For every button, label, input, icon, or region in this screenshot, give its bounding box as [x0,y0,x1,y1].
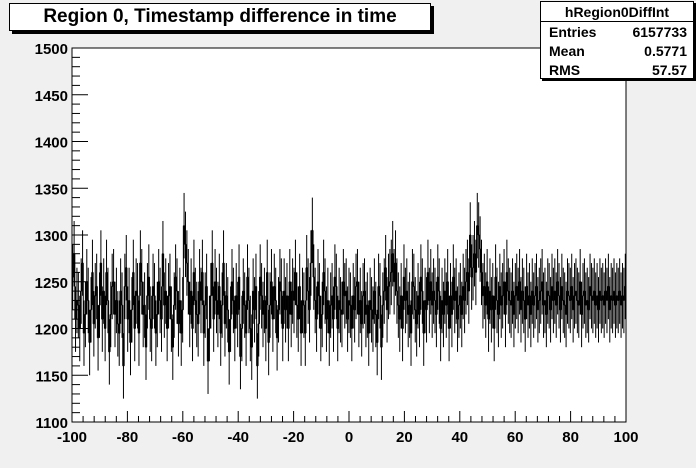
histogram-bins [72,192,626,399]
stats-histogram-name: hRegion0DiffInt [541,2,693,22]
histogram-bin [149,277,151,352]
x-axis-ticks: -100 -80 -60 -40 -20 0 20 40 60 80 100 [57,411,639,446]
histogram-title: Region 0, Timestamp difference in time [9,3,431,31]
x-tick-label: 60 [507,429,524,446]
y-tick-label: 1400 [35,135,68,152]
y-tick-label: 1450 [35,88,68,105]
histogram-bin [381,272,384,348]
x-tick-label: -60 [172,429,194,446]
stats-panel: hRegion0DiffInt Entries 6157733 Mean 0.5… [540,1,694,79]
histogram-bin [624,253,626,320]
x-tick-label: 40 [451,429,468,446]
stats-row-rms: RMS 57.57 [541,60,693,79]
x-tick-label: 80 [562,429,579,446]
y-tick-label: 1500 [35,41,68,58]
x-tick-label: -20 [283,429,305,446]
y-tick-label: 1350 [35,181,68,198]
y-tick-label: 1200 [35,322,68,339]
plot-frame [71,47,627,423]
x-tick-label: -40 [227,429,249,446]
x-tick-label: -100 [57,429,87,446]
y-tick-label: 1300 [35,228,68,245]
stats-value: 6157733 [632,23,687,40]
stats-row-entries: Entries 6157733 [541,22,693,41]
stats-value: 57.57 [651,61,687,78]
stats-label: Mean [549,42,585,59]
y-tick-label: 1150 [35,368,68,385]
x-tick-label: -80 [117,429,139,446]
y-axis-ticks: 1100 1150 1200 1250 1300 1350 1400 1450 1500 [35,41,88,432]
y-tick-label: 1250 [35,275,68,292]
x-tick-label: 100 [613,429,638,446]
x-tick-label: 0 [345,429,353,446]
stats-row-mean: Mean 0.5771 [541,41,693,60]
stats-value: 0.5771 [644,42,687,59]
stats-label: RMS [549,61,581,78]
stats-label: Entries [549,23,597,40]
x-tick-label: 20 [396,429,413,446]
y-tick-label: 1100 [35,415,68,432]
